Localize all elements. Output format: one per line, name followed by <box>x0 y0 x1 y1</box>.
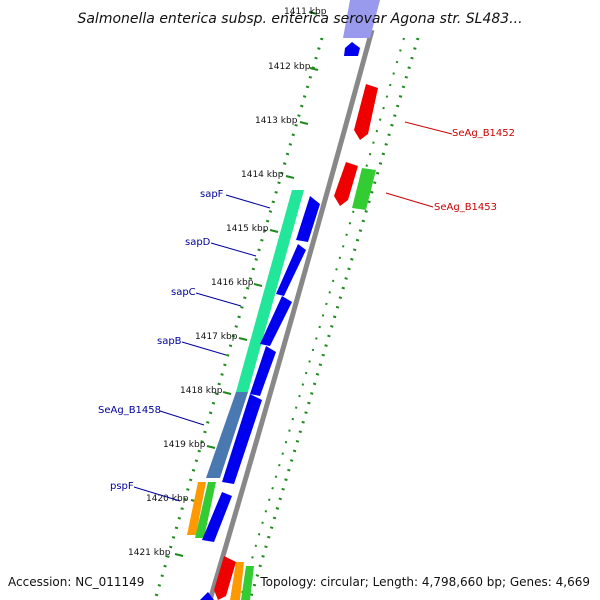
map-title: Salmonella enterica subsp. enterica sero… <box>77 11 522 27</box>
gene-label-sapD: sapD <box>185 237 211 248</box>
forward-cds-track <box>200 0 380 600</box>
cds-arrow-B1453 <box>334 162 358 206</box>
tick-label-1420: 1420 kbp <box>146 494 189 504</box>
summary-text: Topology: circular; Length: 4,798,660 bp… <box>259 575 590 589</box>
gene-label-SeAg_B1453: SeAg_B1453 <box>434 202 497 213</box>
gene-label-pspF: pspF <box>110 481 134 492</box>
right-label-leaders <box>385 121 453 208</box>
gc-dotted-track <box>239 37 405 600</box>
cds-arrow-sapD <box>276 244 306 296</box>
gene-label-sapC: sapC <box>171 287 196 298</box>
tick-label-1419: 1419 kbp <box>163 440 206 450</box>
gene-label-SeAg_B1458: SeAg_B1458 <box>98 405 161 416</box>
cds-arrow-small <box>344 42 360 56</box>
cds-arrow-red-bottom <box>214 556 236 600</box>
cog-band-green-bottom <box>241 566 254 600</box>
accession-text: Accession: NC_011149 <box>8 575 144 589</box>
tick-labels: 1411 kbp 1412 kbp 1413 kbp 1414 kbp 1415… <box>128 7 327 558</box>
tick-label-1412: 1412 kbp <box>268 62 311 72</box>
cds-arrow-top-fade <box>343 0 380 38</box>
tick-label-1417: 1417 kbp <box>195 332 238 342</box>
cds-arrow-pspF <box>202 492 232 542</box>
tick-label-1421: 1421 kbp <box>128 548 171 558</box>
gene-label-SeAg_B1452: SeAg_B1452 <box>452 128 515 139</box>
tick-label-1416: 1416 kbp <box>211 278 254 288</box>
tick-label-1413: 1413 kbp <box>255 116 298 126</box>
cds-arrow-B1452 <box>354 84 378 140</box>
tick-label-1414: 1414 kbp <box>241 170 284 180</box>
cog-band-green-left <box>195 482 216 538</box>
cds-arrow-sapC <box>260 296 292 346</box>
left-label-leaders <box>133 194 271 502</box>
genome-backbone <box>207 29 375 600</box>
cds-arrow-sapF <box>296 196 320 242</box>
cds-arrow-B1458 <box>222 394 262 484</box>
gene-label-sapF: sapF <box>200 189 224 200</box>
reverse-cds-track <box>214 84 378 600</box>
tick-label-1415: 1415 kbp <box>226 224 269 234</box>
cog-band-orange <box>187 482 206 535</box>
tick-label-1411: 1411 kbp <box>284 7 327 17</box>
cog-band-orange-bottom <box>230 562 244 600</box>
tick-label-1418: 1418 kbp <box>180 386 223 396</box>
cog-band-steelblue <box>206 392 248 478</box>
cog-band-teal <box>236 190 304 392</box>
gene-label-sapB: sapB <box>157 336 182 347</box>
cds-arrow-bottom <box>200 592 214 600</box>
cds-arrow-sapB <box>250 346 276 396</box>
cog-band-green-right <box>352 168 376 210</box>
